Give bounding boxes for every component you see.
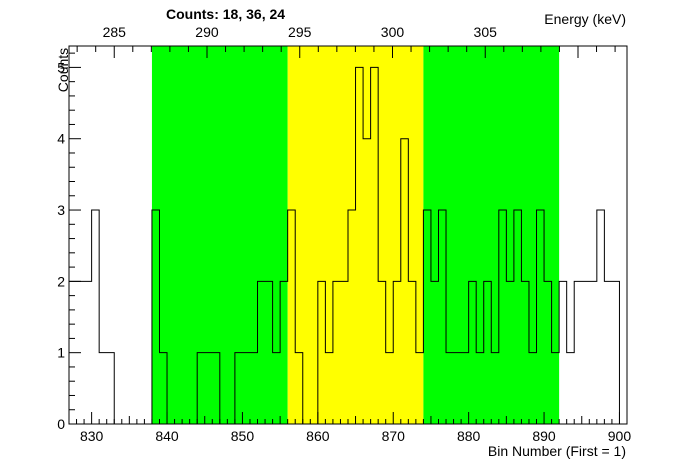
y-axis-ticks: 0 1 2 3 4 5 xyxy=(57,52,81,432)
top-tick-label: 285 xyxy=(103,24,127,40)
region-3 xyxy=(423,46,560,424)
top-tick-label: 295 xyxy=(288,24,312,40)
x-tick-label: 890 xyxy=(532,428,556,444)
x-axis-label: Bin Number (First = 1) xyxy=(488,443,626,459)
top-tick-label: 305 xyxy=(474,24,498,40)
y-tick-label: 4 xyxy=(57,131,65,147)
x-axis-ticks: 830 840 850 860 870 880 890 900 xyxy=(68,412,632,444)
top-tick-label: 300 xyxy=(381,24,405,40)
x-tick-label: 860 xyxy=(306,428,330,444)
y-tick-label: 1 xyxy=(57,345,65,361)
top-tick-label: 290 xyxy=(195,24,219,40)
y-tick-label: 2 xyxy=(57,273,65,289)
x-tick-label: 830 xyxy=(80,428,104,444)
x-tick-label: 840 xyxy=(155,428,179,444)
y-tick-label: 3 xyxy=(57,202,65,218)
y-axis-label: Counts xyxy=(55,48,71,92)
y-tick-label: 0 xyxy=(57,416,65,432)
top-axis-ticks: 285 290 295 300 305 xyxy=(76,24,616,58)
top-axis-label: Energy (keV) xyxy=(544,11,626,27)
x-tick-label: 880 xyxy=(457,428,481,444)
chart-title: Counts: 18, 36, 24 xyxy=(166,6,285,22)
y-tick-label: 5 xyxy=(57,59,65,75)
x-tick-label: 850 xyxy=(231,428,255,444)
x-tick-label: 870 xyxy=(382,428,406,444)
x-tick-label: 900 xyxy=(608,428,632,444)
